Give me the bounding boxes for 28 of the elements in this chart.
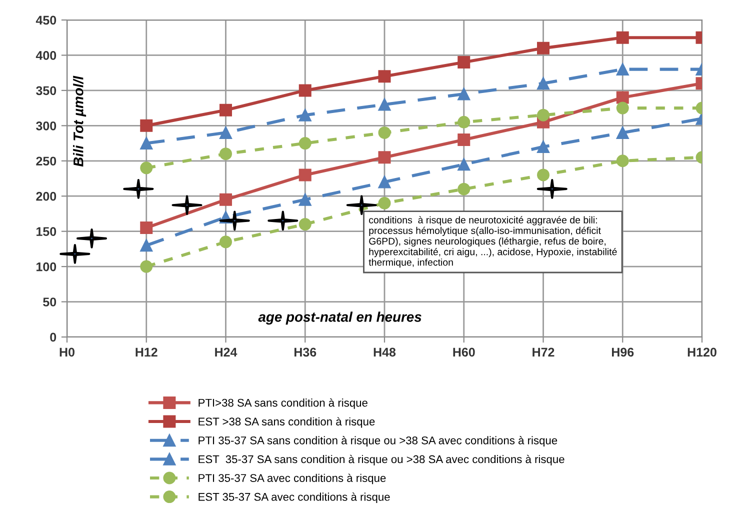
x-tick-label: H72: [532, 348, 554, 356]
y-tick-label: 450: [36, 16, 56, 25]
x-tick-label: H120: [688, 348, 716, 357]
x-tick-label: H96: [612, 348, 634, 357]
x-axis-title: age post-natal en heures: [258, 312, 422, 325]
x-tick-label: H12: [136, 348, 158, 356]
legend-label: PTI 35-37 SA sans condition à risque ou >38 SA avec conditions à risque: [198, 436, 558, 447]
legend-label: EST >38 SA sans condition à risque: [198, 417, 375, 428]
x-tick-label: H36: [294, 348, 316, 357]
y-tick-label: 300: [36, 121, 56, 130]
y-axis-title: Bili Tot µmol/l: [73, 76, 86, 167]
y-tick-label: 0: [50, 332, 56, 342]
y-tick-label: 100: [36, 262, 56, 272]
x-tick-label: H0: [60, 348, 74, 357]
y-tick-label: 250: [36, 156, 56, 166]
y-tick-label: 150: [36, 227, 56, 236]
y-tick-label: 400: [36, 51, 56, 60]
x-tick-label: H60: [453, 348, 475, 357]
legend-label: EST 35-37 SA sans condition à risque ou >38 SA avec conditions à risque: [198, 454, 564, 466]
annotation: conditions à risque de neurotoxicité aggravée de bili: processus hémolytique s(allo-iso-immunisation, déficit G6PD), signes neurologiques (léthargie, refus de boire, hyperexcitabilité, cri aigu, ...), acidose, Hypoxie, instabilité thermique, infection: [368, 216, 617, 268]
y-tick-label: 200: [36, 192, 56, 201]
y-tick-label: 50: [43, 298, 56, 306]
x-tick-label: H24: [215, 348, 238, 356]
y-tick-label: 350: [36, 86, 56, 96]
legend-label: PTI>38 SA sans condition à risque: [198, 398, 368, 409]
x-tick-label: H48: [374, 348, 396, 357]
legend-label: PTI 35-37 SA avec conditions à risque: [198, 474, 386, 484]
legend-label: EST 35-37 SA avec conditions à risque: [198, 492, 390, 503]
